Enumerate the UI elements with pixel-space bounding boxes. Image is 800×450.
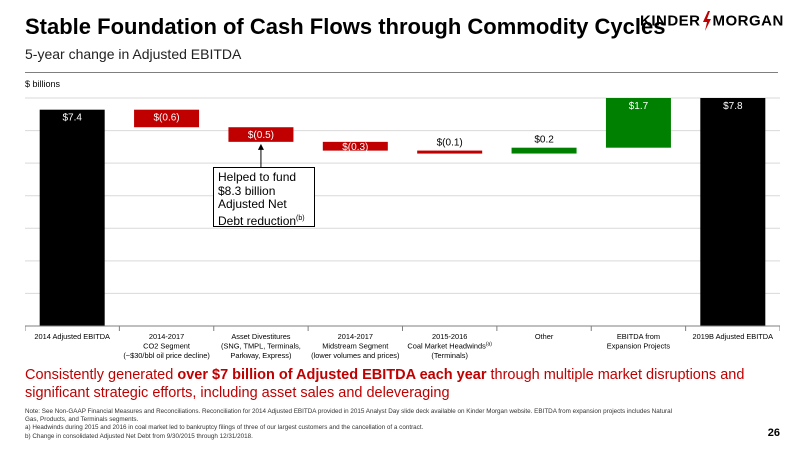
category-label: Coal Market Headwinds(a) (407, 342, 492, 351)
category-label: (SNG, TMPL, Terminals, (221, 342, 301, 351)
category-label: 2014-2017 (338, 332, 373, 341)
footnote-line: Note: See Non-GAAP Financial Measures an… (25, 408, 673, 415)
callout-line: Adjusted Net (218, 197, 287, 211)
category-label: 2014-2017 (149, 332, 184, 341)
footnote-line: b) Change in consolidated Adjusted Net D… (25, 432, 253, 440)
bar-decrease (322, 141, 388, 151)
unit-label: $ billions (25, 79, 61, 89)
page-subtitle: 5-year change in Adjusted EBITDA (25, 46, 242, 62)
category-label: (lower volumes and prices) (311, 351, 399, 360)
bar-decrease (134, 109, 200, 128)
category-label: (Terminals) (431, 351, 468, 360)
bar-value-label: $(0.5) (248, 130, 274, 141)
headline-message: Consistently generated over $7 billion o… (25, 366, 785, 402)
bar-increase (511, 147, 577, 154)
bar-total (700, 98, 766, 326)
bar-decrease (417, 150, 483, 154)
category-label: CO2 Segment (143, 342, 190, 351)
bar-total (39, 109, 105, 326)
page-number: 26 (767, 427, 780, 439)
callout-line-text: Debt reduction (218, 213, 297, 228)
waterfall-chart: $7.4 $(0.6) $(0.5) $(0.3) $(0.1) $0.2 $1.7 $7.8… (25, 97, 780, 360)
bar-decrease (228, 127, 294, 142)
headline-part-2: through multiple market disruptions and … (25, 367, 745, 401)
page-title: Stable Foundation of Cash Flows through … (25, 14, 666, 39)
header-divider (25, 72, 778, 73)
category-label: Midstream Segment (322, 342, 388, 351)
bar-value-label: $0.2 (534, 135, 554, 146)
headline-emphasis: over $7 billion of Adjusted EBITDA each … (177, 367, 487, 383)
category-label: EBITDA from (617, 332, 660, 341)
footnote-line: a) Headwinds during 2015 and 2016 in coa… (25, 424, 424, 432)
category-label: Expansion Projects (607, 342, 671, 351)
bar-increase (605, 98, 671, 148)
callout-arrow-head (257, 143, 264, 150)
bar-value-label: $(0.1) (437, 138, 463, 149)
bar-value-label: $1.7 (629, 101, 649, 112)
footnote-line: Gas, Products, and Terminals segments. (25, 416, 139, 424)
callout-line: Helped to fund (218, 170, 297, 184)
lightning-bolt-icon (702, 11, 711, 31)
bar-value-label: $(0.6) (154, 113, 180, 124)
category-label: Asset Divestitures (231, 332, 290, 341)
category-label: Parkway, Express) (230, 351, 291, 360)
category-label: 2019B Adjusted EBITDA (693, 332, 774, 341)
logo-text-right: MORGAN (712, 12, 784, 30)
callout-box: Helped to fund $8.3 billion Adjusted Net… (213, 167, 315, 227)
category-label: 2015-2016 (432, 332, 467, 341)
logo-text-left: KINDER (640, 12, 701, 30)
category-label: (~$30/bbl oil price decline) (123, 351, 209, 360)
company-logo: KINDER MORGAN (640, 11, 785, 33)
footnotes: Note: See Non-GAAP Financial Measures an… (25, 408, 785, 441)
category-label: 2014 Adjusted EBITDA (34, 332, 110, 341)
callout-footnote-ref: (b) (296, 214, 305, 222)
headline-part-1: Consistently generated (25, 367, 178, 383)
callout-line: Debt reduction(b) (218, 212, 310, 229)
bar-value-label: $7.4 (62, 113, 82, 124)
category-label: Other (535, 332, 554, 341)
bar-value-label: $7.8 (723, 101, 743, 112)
bar-value-label: $(0.3) (342, 142, 368, 153)
callout-line: $8.3 billion (218, 183, 276, 198)
category-footnote-ref: (a) (486, 342, 492, 348)
